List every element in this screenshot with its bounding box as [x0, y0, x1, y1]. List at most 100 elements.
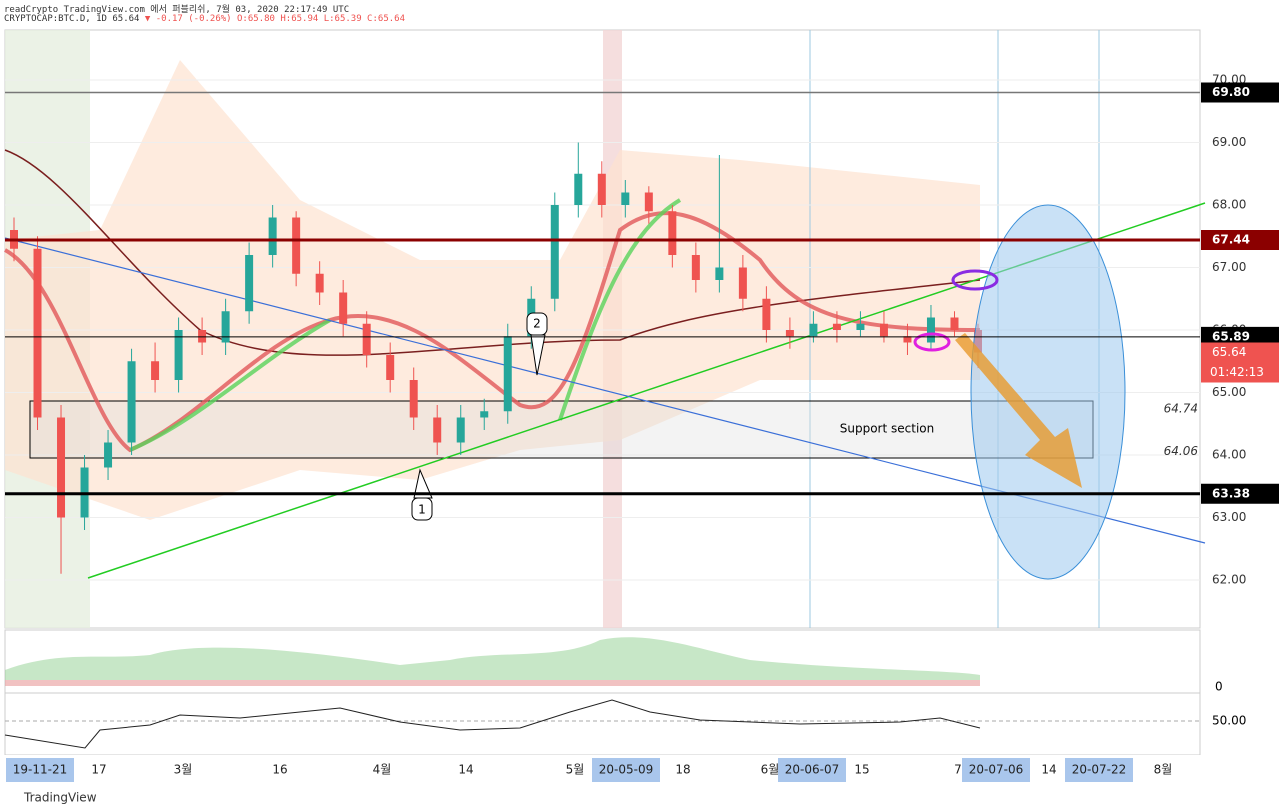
candle-body [362, 323, 371, 355]
price-badge-label: 63.38 [1212, 486, 1250, 500]
x-tick-label: 17 [91, 763, 106, 777]
candle-body [574, 173, 583, 205]
candle-body [597, 173, 606, 205]
countdown: 01:42:13 [1210, 365, 1264, 379]
ohlc: O:65.80 H:65.94 L:65.39 C:65.64 [237, 14, 405, 24]
candle-body [903, 336, 912, 343]
candle-body [715, 267, 724, 280]
callout: 2 [533, 317, 541, 331]
candle-body [245, 255, 254, 312]
price-badge [1201, 230, 1279, 250]
candle-body [950, 317, 959, 330]
price-badge [1201, 326, 1279, 347]
candle-body [57, 417, 66, 518]
candle-body [809, 323, 818, 337]
candle-body [480, 411, 489, 418]
last-price: 65.64 [1212, 345, 1246, 359]
candle-body [926, 317, 935, 343]
candle-body [668, 211, 677, 255]
candle-body [127, 361, 136, 443]
y-tick-label: 62.00 [1212, 573, 1246, 587]
y-tick-label: 63.00 [1212, 510, 1246, 524]
x-tick-label: 14 [1041, 763, 1056, 777]
x-tick-label: 7 [954, 763, 962, 777]
price-badge-label: 67.44 [1212, 233, 1250, 247]
date-highlight [6, 758, 74, 782]
candle-body [550, 205, 559, 299]
candle-body [621, 192, 630, 205]
candle-body [198, 330, 207, 343]
change: ▼ -0.17 (-0.26%) [144, 14, 232, 24]
x-tick-label: 14 [458, 763, 473, 777]
candle-body [644, 192, 653, 212]
candle-body [785, 330, 794, 337]
x-tick-label: 15 [854, 763, 869, 777]
arrow [955, 333, 1082, 488]
candle-body [386, 355, 395, 380]
price-badge-label: 65.89 [1212, 329, 1250, 343]
pane-label: 0 [1215, 680, 1223, 694]
candle-body [33, 248, 42, 418]
candle-body [762, 298, 771, 330]
candle-body [104, 442, 113, 468]
date-highlight [962, 758, 1030, 782]
x-tick-label: 20-06-07 [785, 763, 839, 777]
candle-body [856, 323, 865, 330]
callout-box [526, 312, 548, 336]
pane-label: 50.00 [1212, 714, 1246, 728]
symbol: CRYPTOCAP:BTC.D, 1D [4, 14, 107, 24]
candle-body [691, 255, 700, 280]
x-tick-label: 20-05-09 [599, 763, 653, 777]
candle-body [738, 267, 747, 299]
candle-body [456, 417, 465, 443]
y-tick-label: 64.00 [1212, 448, 1246, 462]
candle-body [151, 361, 160, 380]
price-badge [1201, 483, 1279, 504]
date-highlight [778, 758, 846, 782]
candle-body [292, 217, 301, 274]
mark-ellipse [913, 332, 951, 352]
date-highlight [1065, 758, 1133, 782]
x-tick-label: 3월 [174, 763, 193, 777]
candle-body [433, 417, 442, 443]
y-tick-label: 67.00 [1212, 260, 1246, 274]
x-tick-label: 20-07-06 [969, 763, 1023, 777]
logo: TradingView [23, 791, 97, 805]
candle-body [409, 380, 418, 418]
mark-ellipse [951, 269, 999, 291]
x-tick-label: 19-11-21 [13, 763, 67, 777]
date-highlight [592, 758, 660, 782]
y-tick-label: 69.00 [1212, 135, 1246, 149]
support-label: Support section [840, 422, 934, 436]
x-tick-label: 16 [272, 763, 287, 777]
candle-body [268, 217, 277, 255]
x-tick-label: 6월 [761, 763, 780, 777]
support-level: 64.06 [1164, 444, 1199, 458]
callout: 1 [418, 503, 426, 517]
x-tick-label: 8월 [1154, 763, 1173, 777]
candle-body [339, 292, 348, 324]
pane-2-line [4, 699, 981, 749]
pane-1-bars [5, 680, 980, 686]
pane-1-area [5, 637, 980, 680]
ma-fast [4, 211, 981, 453]
y-tick-label: 65.00 [1212, 385, 1246, 399]
candle-body [832, 323, 841, 330]
symbol-line: CRYPTOCAP:BTC.D, 1D 65.64 ▼ -0.17 (-0.26… [4, 14, 405, 24]
target-ellipse [970, 204, 1126, 580]
x-tick-label: 5월 [566, 763, 585, 777]
price-badge-label: 69.80 [1212, 85, 1250, 99]
last-badge [1201, 342, 1279, 383]
y-tick-label: 68.00 [1212, 198, 1246, 212]
x-tick-label: 18 [675, 763, 690, 777]
candle-body [221, 311, 230, 343]
last: 65.64 [112, 14, 140, 24]
ma-fast-up [129, 198, 682, 452]
candle-body [503, 336, 512, 412]
pane-2 [4, 692, 1201, 756]
candle-body [174, 330, 183, 380]
published-line: readCrypto TradingView.com 에서 퍼블리쉬, 7월 0… [4, 5, 350, 15]
callout-box [411, 497, 433, 521]
